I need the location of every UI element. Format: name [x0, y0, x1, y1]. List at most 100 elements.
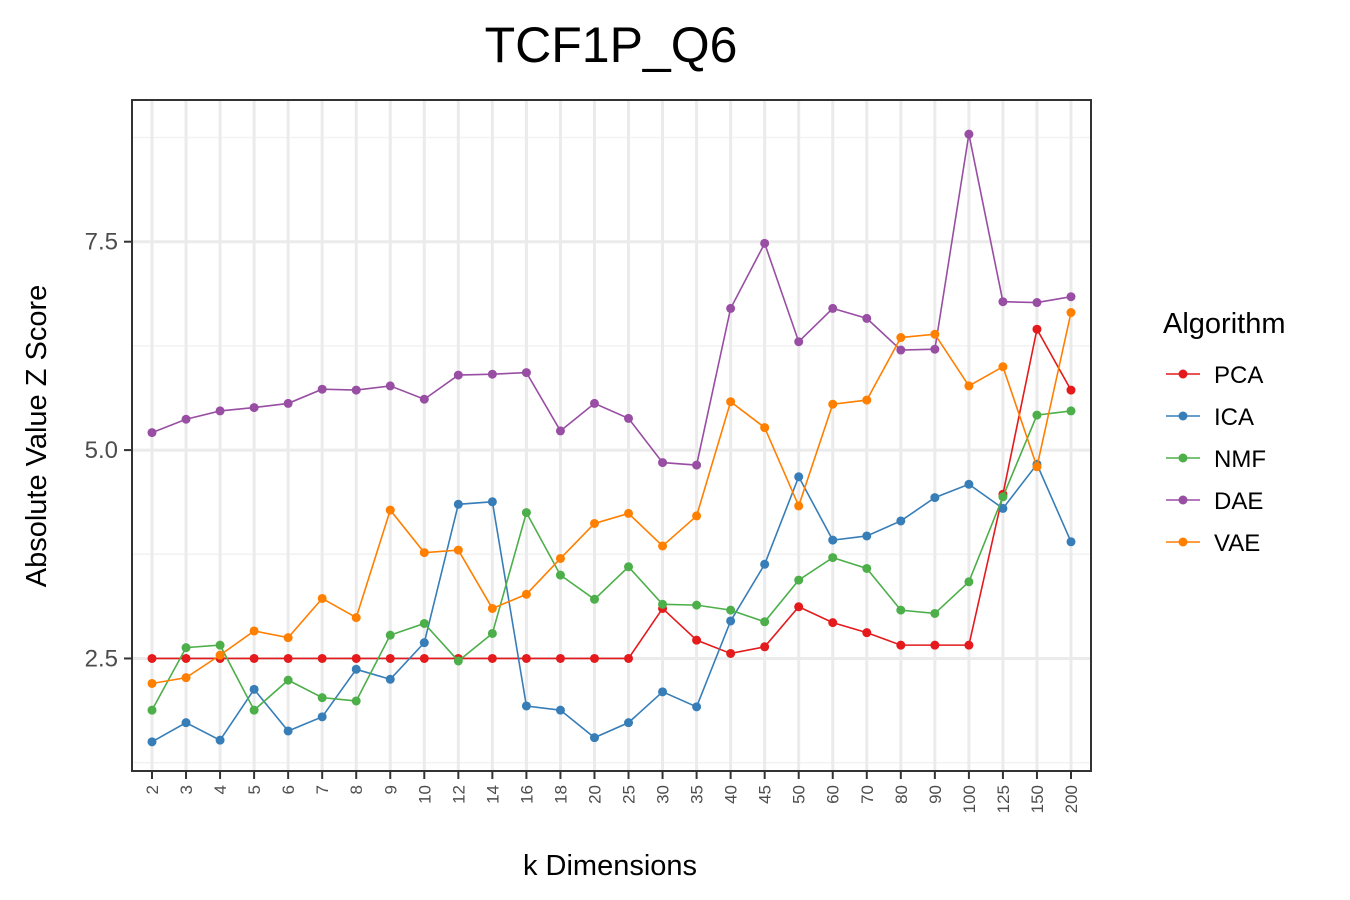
point-ica: [760, 559, 770, 569]
point-dae: [317, 384, 327, 394]
point-dae: [896, 345, 906, 355]
point-dae: [998, 297, 1008, 307]
legend-key-point: [1178, 537, 1188, 547]
point-pca: [283, 653, 293, 663]
point-dae: [351, 385, 361, 395]
point-vae: [862, 395, 872, 405]
point-ica: [555, 705, 565, 715]
x-tick-label: 20: [585, 785, 604, 804]
point-ica: [181, 718, 191, 728]
point-nmf: [862, 563, 872, 573]
point-dae: [453, 370, 463, 380]
legend-key-point: [1178, 411, 1188, 421]
point-ica: [794, 472, 804, 482]
point-vae: [215, 650, 225, 660]
point-vae: [624, 508, 634, 518]
point-pca: [828, 618, 838, 628]
point-pca: [760, 642, 770, 652]
point-vae: [589, 518, 599, 528]
point-ica: [692, 702, 702, 712]
point-ica: [453, 499, 463, 509]
legend-item-ica: ICA: [1166, 404, 1254, 431]
x-axis: 2 3 4 5 6 7 8 9 10 12 14 16 18 20 25 30 35 40 45 50 60 70 80 90…: [143, 771, 1081, 813]
point-dae: [1032, 298, 1042, 308]
point-pca: [555, 653, 565, 663]
point-vae: [964, 381, 974, 391]
point-vae: [896, 333, 906, 343]
point-nmf: [249, 705, 259, 715]
x-tick-label: 25: [620, 785, 639, 804]
point-dae: [624, 413, 634, 423]
x-tick-label: 4: [211, 785, 230, 794]
point-ica: [487, 497, 497, 507]
point-pca: [487, 653, 497, 663]
point-ica: [998, 503, 1008, 513]
point-vae: [351, 613, 361, 623]
x-tick-label: 3: [177, 785, 196, 794]
point-ica: [317, 712, 327, 722]
legend-label: DAE: [1214, 488, 1263, 515]
y-tick-label: 5.0: [85, 437, 118, 464]
point-pca: [692, 635, 702, 645]
point-dae: [794, 337, 804, 347]
x-tick-label: 7: [313, 785, 332, 794]
point-ica: [589, 733, 599, 743]
point-ica: [249, 684, 259, 694]
point-ica: [964, 479, 974, 489]
series-vae: [147, 308, 1076, 688]
point-ica: [896, 516, 906, 526]
series-line-pca: [152, 326, 1072, 660]
point-pca: [862, 628, 872, 638]
x-tick-label: 6: [279, 785, 298, 794]
x-tick-label: 40: [722, 785, 741, 804]
point-nmf: [317, 693, 327, 703]
point-ica: [351, 664, 361, 674]
point-dae: [930, 344, 940, 354]
point-ica: [1066, 537, 1076, 547]
point-dae: [828, 303, 838, 313]
point-nmf: [998, 492, 1008, 502]
series-line-vae: [151, 312, 1072, 685]
x-tick-label: 12: [449, 785, 468, 804]
point-vae: [828, 399, 838, 409]
x-tick-label: 9: [381, 785, 400, 794]
legend-label: NMF: [1214, 446, 1266, 473]
point-pca: [964, 640, 974, 650]
x-tick-label: 200: [1062, 785, 1081, 813]
point-nmf: [828, 553, 838, 563]
point-dae: [283, 398, 293, 408]
point-dae: [181, 414, 191, 424]
point-nmf: [453, 656, 463, 666]
x-tick-label: 14: [483, 785, 502, 804]
point-ica: [726, 616, 736, 626]
point-ica: [624, 718, 634, 728]
point-vae: [555, 553, 565, 563]
point-vae: [419, 548, 429, 558]
legend-key-point: [1178, 495, 1188, 505]
point-pca: [181, 653, 191, 663]
point-dae: [215, 406, 225, 416]
point-dae: [147, 428, 157, 438]
series-dae: [147, 129, 1076, 470]
point-dae: [964, 129, 974, 139]
point-nmf: [692, 600, 702, 610]
point-nmf: [760, 617, 770, 627]
point-ica: [521, 701, 531, 711]
legend-key-point: [1178, 369, 1188, 379]
point-nmf: [896, 605, 906, 615]
x-tick-label: 70: [858, 785, 877, 804]
point-ica: [930, 493, 940, 503]
point-pca: [794, 602, 804, 612]
point-nmf: [1066, 406, 1076, 416]
point-nmf: [181, 643, 191, 653]
series-line-nmf: [151, 410, 1072, 712]
x-tick-label: 18: [551, 785, 570, 804]
point-ica: [419, 638, 429, 648]
point-nmf: [589, 594, 599, 604]
legend-label: ICA: [1214, 404, 1254, 431]
point-vae: [1066, 308, 1076, 318]
point-vae: [317, 593, 327, 603]
point-dae: [385, 381, 395, 391]
point-pca: [249, 653, 259, 663]
